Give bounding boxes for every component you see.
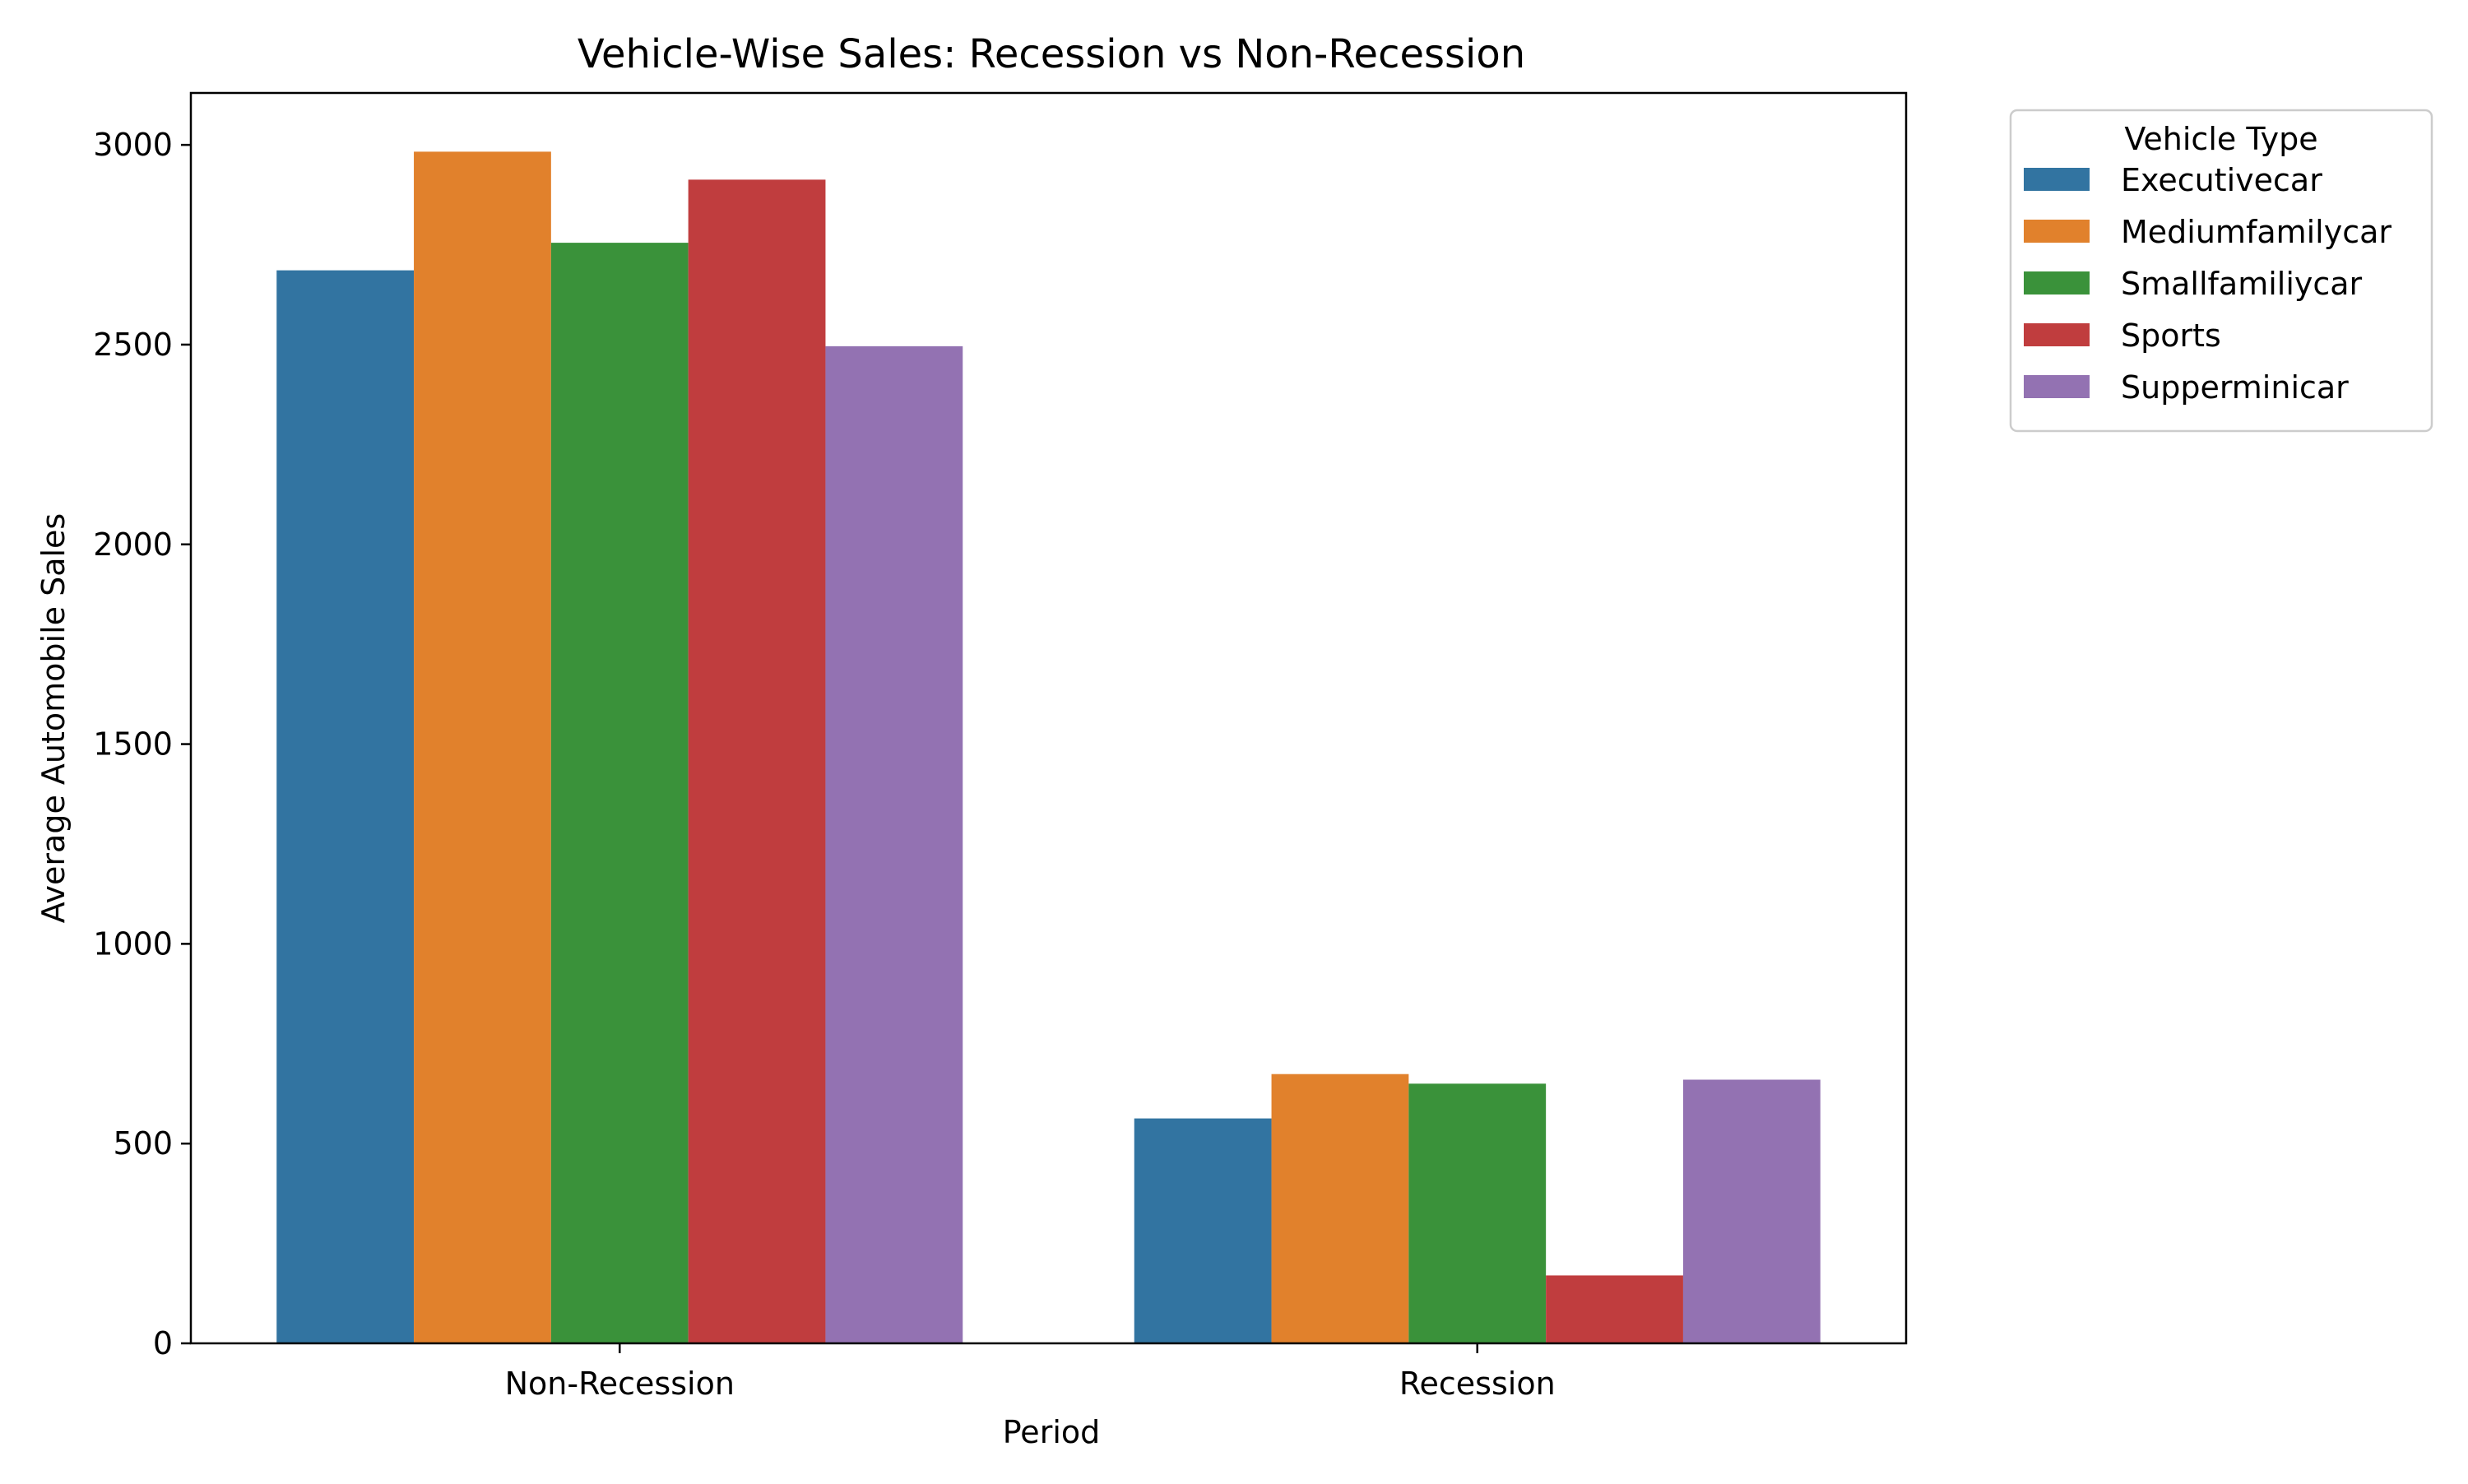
legend-swatch-sports (2024, 323, 2090, 346)
y-tick-label: 500 (113, 1125, 173, 1162)
plot-area (276, 151, 1821, 1344)
bar-sports-recession (1546, 1275, 1683, 1343)
bar-mediumfamilycar-recession (1271, 1074, 1409, 1343)
legend-swatch-mediumfamilycar (2024, 220, 2090, 243)
chart-title: Vehicle-Wise Sales: Recession vs Non-Rec… (578, 31, 1525, 77)
bar-sports-non-recession (688, 179, 826, 1344)
bar-mediumfamilycar-non-recession (414, 151, 551, 1343)
bar-smallfamiliycar-non-recession (550, 243, 689, 1343)
x-tick-label: Recession (1399, 1366, 1556, 1402)
x-axis-label: Period (1003, 1414, 1101, 1450)
legend-title: Vehicle Type (2124, 121, 2317, 157)
legend-label-smallfamiliycar: Smallfamiliycar (2121, 266, 2363, 302)
legend-swatch-executivecar (2024, 168, 2090, 191)
bar-supperminicar-non-recession (825, 345, 963, 1343)
legend-label-mediumfamilycar: Mediumfamilycar (2121, 214, 2391, 250)
y-tick-label: 0 (153, 1325, 173, 1361)
plot-frame (189, 91, 1908, 1345)
legend-swatch-supperminicar (2024, 375, 2090, 398)
x-tick-label: Non-Recession (505, 1366, 735, 1402)
legend-items: Executivecar Mediumfamilycar Smallfamiliyc… (2024, 162, 2391, 406)
bar-executivecar-non-recession (276, 270, 415, 1344)
legend-swatch-smallfamiliycar (2024, 271, 2090, 294)
legend-label-sports: Sports (2121, 318, 2221, 354)
bar-smallfamiliycar-recession (1408, 1083, 1547, 1343)
legend-label-supperminicar: Supperminicar (2121, 369, 2349, 406)
legend-frame (2009, 109, 2433, 433)
x-axis: Non-Recession Recession (505, 1343, 1556, 1402)
y-axis: 0 500 1000 1500 2000 2500 3000 (93, 127, 191, 1361)
y-tick-label: 1500 (93, 726, 173, 763)
y-axis-label: Average Automobile Sales (35, 513, 72, 923)
y-tick-label: 3000 (93, 127, 173, 163)
legend-label-executivecar: Executivecar (2121, 162, 2322, 198)
y-tick-label: 2000 (93, 526, 173, 563)
bar-supperminicar-recession (1682, 1079, 1821, 1343)
legend: Vehicle Type Executivecar Mediumfamilycar… (2009, 109, 2433, 433)
bar-executivecar-recession (1134, 1118, 1272, 1343)
y-tick-label: 1000 (93, 925, 173, 962)
y-tick-label: 2500 (93, 327, 173, 363)
